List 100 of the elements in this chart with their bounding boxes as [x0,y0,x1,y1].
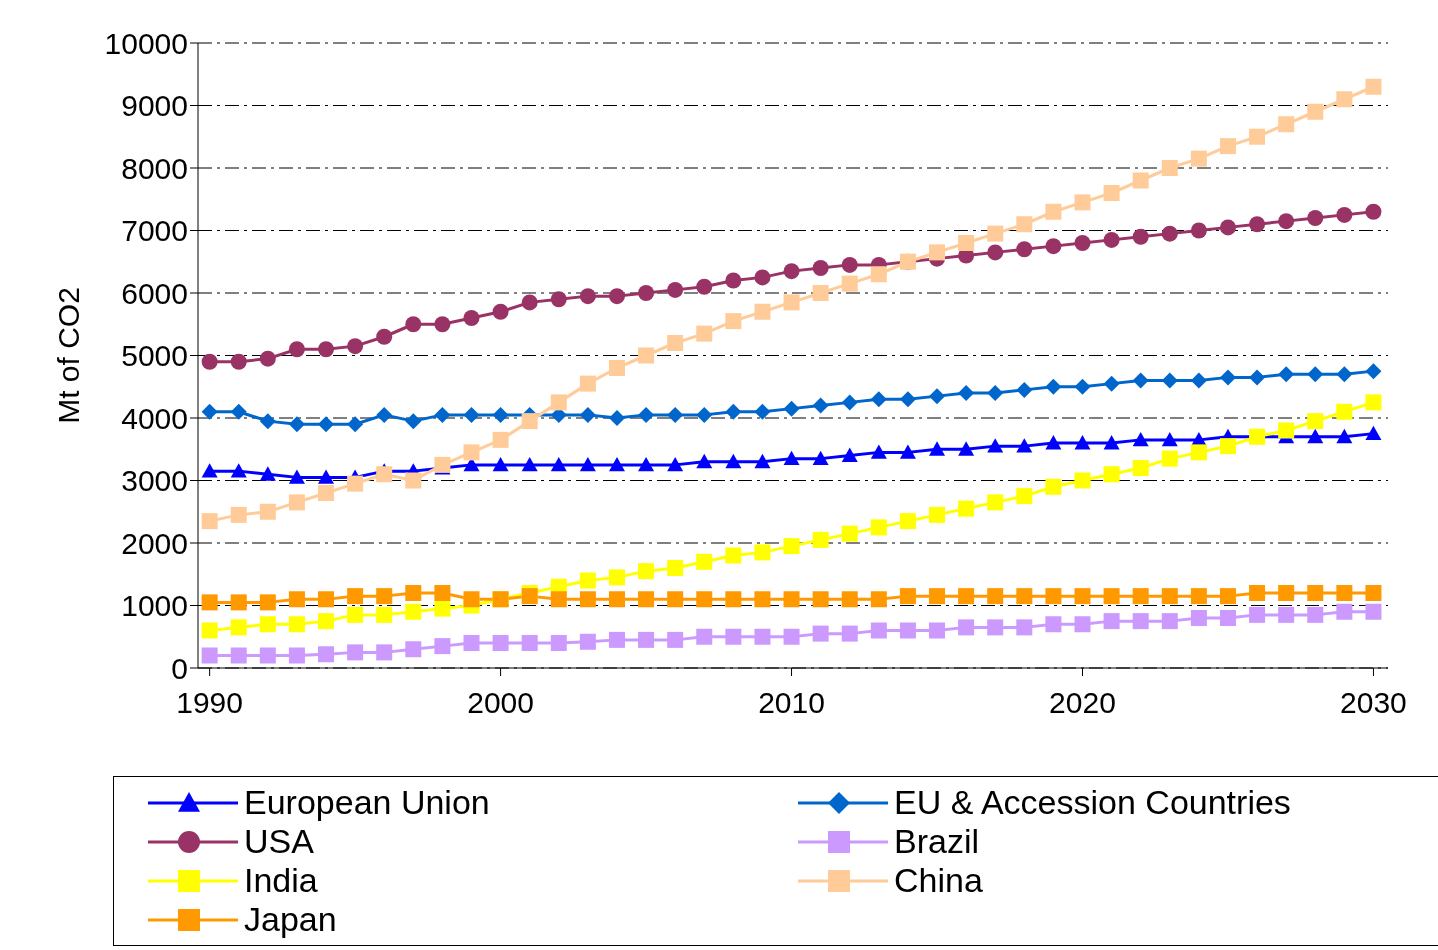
y-tick-label: 5000 [121,339,188,373]
point [754,544,771,561]
point [1307,210,1324,226]
point [1219,438,1236,455]
point [201,647,218,664]
point [201,403,218,420]
point [1103,231,1120,248]
point [870,444,887,459]
point [1278,606,1295,623]
point [318,646,335,663]
point [1161,372,1178,389]
point [987,588,1004,605]
point [259,594,276,611]
point [376,406,393,423]
legend-label: India [244,861,318,900]
point [1074,378,1091,395]
y-tick-label: 2000 [121,526,188,560]
point [434,406,451,423]
point [1132,431,1149,447]
point [696,278,713,295]
point [899,391,916,408]
point [434,585,451,601]
point [929,441,946,456]
point [318,591,335,608]
point [958,588,975,605]
point [1161,613,1178,630]
point [288,416,305,433]
point [550,291,567,308]
point [1365,425,1382,441]
point [754,453,771,469]
point [1336,428,1353,444]
point [929,506,946,523]
point [725,272,742,289]
point [638,456,655,472]
point [929,588,946,605]
x-tick-label: 2010 [758,686,825,720]
point [870,622,887,639]
point [1161,225,1178,242]
point [725,628,742,645]
point [550,456,567,472]
point [288,591,305,608]
point [288,469,305,484]
point [1249,585,1266,601]
point [1278,116,1295,133]
point [259,503,276,520]
point [841,256,858,273]
point [1307,413,1324,430]
point [521,588,538,605]
point [463,310,480,326]
point [1365,394,1382,411]
point [812,625,829,642]
point [1016,216,1033,233]
point [434,456,451,473]
point [1045,588,1062,605]
point [1074,616,1091,633]
point [1045,478,1062,495]
point [1307,585,1324,601]
point [958,235,975,251]
point [1016,588,1033,605]
point [608,631,625,648]
point [608,569,625,586]
point [405,413,422,430]
point [754,628,771,645]
point [608,456,625,472]
point [405,472,422,489]
point [841,394,858,411]
point [1278,422,1295,439]
point [259,413,276,430]
point [958,500,975,517]
point [230,403,247,420]
point [492,406,509,423]
point [841,591,858,608]
point [1336,366,1353,383]
point [405,641,422,658]
point [347,588,364,605]
point [987,438,1004,453]
point [288,616,305,633]
point [899,622,916,639]
point [1161,160,1178,176]
point [1336,403,1353,420]
y-tick-label: 7000 [121,214,188,248]
point [638,347,655,364]
point [667,591,684,608]
point [1336,585,1353,601]
point [492,431,509,448]
point [1161,588,1178,605]
point [1045,378,1062,395]
point [405,585,422,601]
point [987,225,1004,242]
point [1278,366,1295,383]
point [754,269,771,286]
point [1219,219,1236,236]
point [1132,228,1149,245]
point [783,628,800,645]
point [230,619,247,636]
point [899,513,916,530]
point [376,606,393,623]
point [1249,369,1266,386]
legend-label: Brazil [894,822,980,861]
point [579,633,596,650]
